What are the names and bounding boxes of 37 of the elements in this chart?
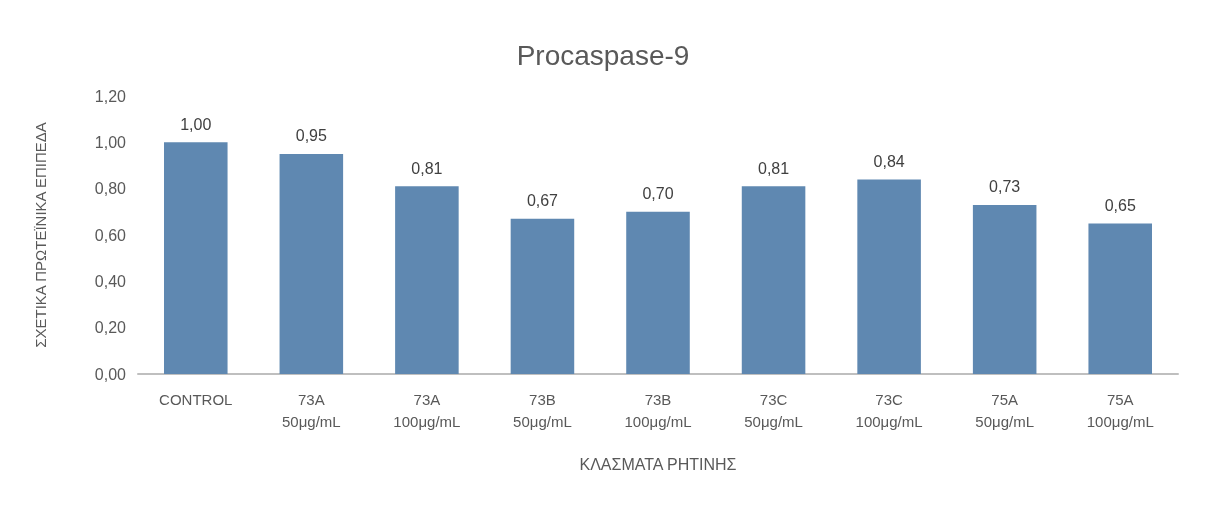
y-tick-label: 1,00: [94, 133, 127, 151]
y-tick-label: 0,40: [94, 272, 127, 290]
x-tick-label: 75A 100μg/mL: [1086, 390, 1154, 430]
data-label: 0,65: [1104, 196, 1136, 214]
data-label: 0,81: [757, 159, 790, 177]
data-label: 0,70: [642, 185, 674, 203]
bar: [857, 179, 921, 374]
x-tick-label: 73C 50μg/mL: [744, 390, 803, 430]
y-tick-label: 0,60: [94, 226, 127, 244]
bar: [626, 211, 690, 374]
bar: [279, 153, 344, 374]
bar: [510, 218, 575, 374]
data-label: 0,67: [526, 192, 559, 210]
x-tick-label: 73A 100μg/mL: [393, 390, 461, 430]
y-tick-label: 0,00: [94, 365, 127, 383]
x-axis-title: ΚΛΑΣΜΑΤΑ ΡΗΤΙΝΗΣ: [579, 455, 737, 473]
data-label: 0,73: [989, 178, 1021, 196]
bar: [395, 186, 459, 374]
y-tick-label: 1,20: [94, 87, 127, 105]
bar: [741, 186, 806, 374]
x-tick-label: 75A 50μg/mL: [975, 390, 1035, 430]
x-tick-label: 73C 100μg/mL: [855, 390, 923, 430]
data-label: 0,81: [411, 159, 443, 177]
x-tick-label: 73B 100μg/mL: [624, 390, 692, 430]
y-axis-title: ΣΧΕΤΙΚΑ ΠΡΩΤΕΪΝΙΚΑ ΕΠΙΠΕΔΑ: [32, 122, 49, 348]
bar: [972, 204, 1037, 374]
data-label: 1,00: [180, 115, 212, 133]
y-tick-label: 0,20: [94, 319, 127, 337]
bar: [164, 142, 228, 374]
bar: [1088, 223, 1152, 374]
data-label: 0,84: [873, 152, 905, 170]
x-tick-label: CONTROL: [159, 390, 233, 408]
x-tick-label: 73B 50μg/mL: [513, 390, 572, 430]
y-tick-label: 0,80: [94, 180, 127, 198]
x-tick-label: 73A 50μg/mL: [281, 390, 341, 430]
chart-title: Procaspase-9: [516, 39, 690, 71]
data-label: 0,95: [295, 127, 328, 145]
